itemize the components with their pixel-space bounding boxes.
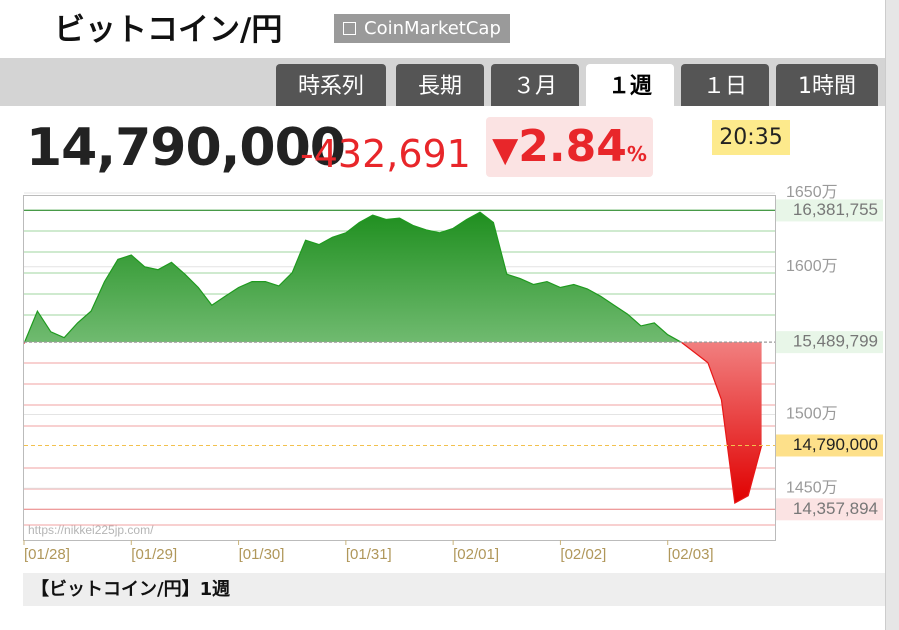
x-tick-label: [02/03]	[668, 546, 714, 563]
change-percent: ▼2.84%	[486, 117, 653, 177]
price-line-above	[24, 211, 683, 343]
tab-bar: 時系列 長期 ３月 １週 １日 1時間	[0, 58, 885, 106]
tab[interactable]: 時系列	[276, 64, 386, 106]
reference-label: 16,381,755	[793, 200, 878, 219]
percent-number: 2.84	[518, 121, 627, 172]
arrow: ▼	[492, 130, 519, 170]
tab[interactable]: １日	[681, 64, 769, 106]
tab[interactable]: 1時間	[776, 64, 878, 106]
y-tick-label: 1600万	[786, 258, 838, 275]
reference-label: 14,790,000	[793, 435, 878, 454]
y-tick-label: 1450万	[786, 480, 838, 497]
reference-label-bg	[776, 331, 883, 354]
x-tick-label: [01/31]	[346, 546, 392, 563]
x-tick-label: [01/29]	[131, 546, 177, 563]
title: ビットコイン/円	[54, 12, 283, 48]
x-tick-label: [02/02]	[560, 546, 606, 563]
tab[interactable]: 長期	[396, 64, 484, 106]
reference-label-bg	[776, 199, 883, 222]
reference-label: 15,489,799	[793, 332, 878, 351]
price: 14,790,000	[26, 118, 346, 178]
caption: 【ビットコイン/円】1週	[23, 573, 885, 606]
tab[interactable]: １週	[586, 64, 674, 106]
x-tick-label: [02/01]	[453, 546, 499, 563]
reference-label-bg	[776, 498, 883, 521]
chart: https://nikkei225jp.com/ 1650万 1600万 1500万…	[23, 184, 883, 563]
percent-unit: %	[626, 142, 647, 166]
watermark: https://nikkei225jp.com/	[28, 523, 154, 537]
reference-label-bg	[776, 434, 883, 457]
side-border	[885, 0, 899, 630]
time: 20:35	[712, 120, 790, 155]
source-link[interactable]: CoinMarketCap	[334, 14, 510, 43]
y-tick-label: 1500万	[786, 406, 838, 423]
x-tick-label: [01/28]	[24, 546, 70, 563]
y-tick-label: 1650万	[786, 184, 838, 201]
tab[interactable]: ３月	[491, 64, 579, 106]
reference-label: 14,357,894	[793, 499, 878, 518]
change: -432,691	[300, 132, 471, 176]
x-tick-label: [01/30]	[239, 546, 285, 563]
area-above	[24, 212, 762, 343]
